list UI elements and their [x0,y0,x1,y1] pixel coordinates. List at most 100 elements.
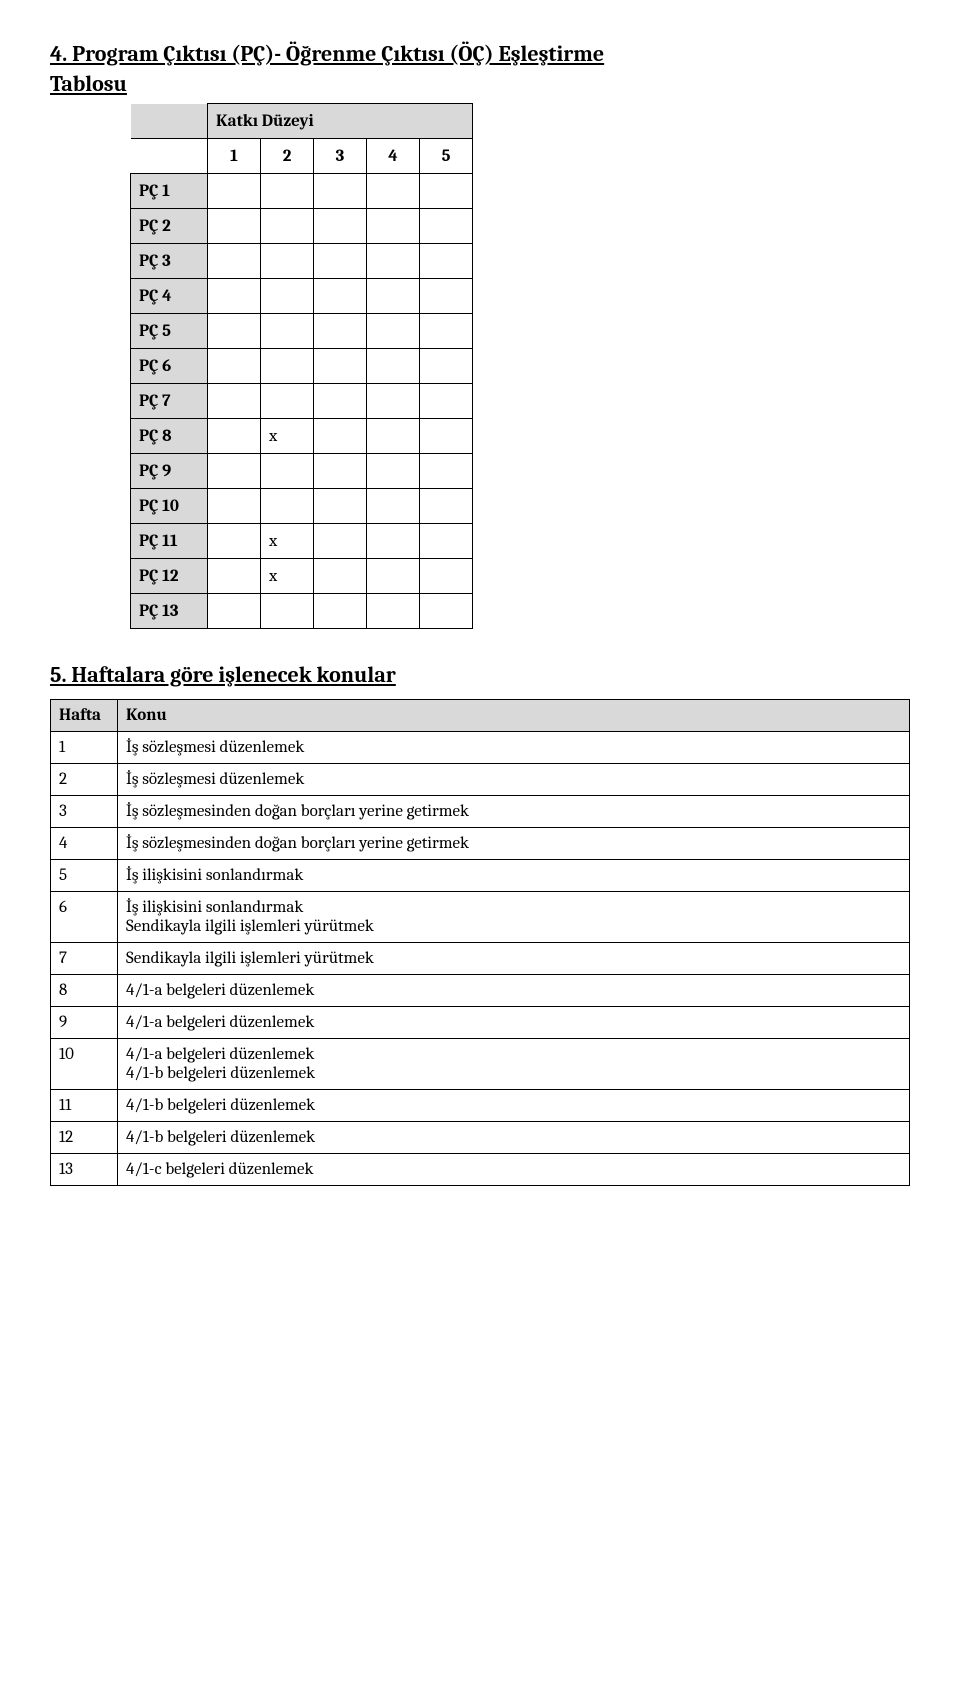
pc-cell [367,524,420,559]
topic-cell: Sendikayla ilgili işlemleri yürütmek [118,943,910,975]
pc-cell [208,174,261,209]
pc-cell [367,489,420,524]
topic-text: 4/1-b belgeleri düzenlemek [126,1096,901,1115]
section4-heading-line2: Tablosu [50,71,127,97]
table-row: 6İş ilişkisini sonlandırmakSendikayla il… [51,892,910,943]
topic-cell: 4/1-b belgeleri düzenlemek [118,1122,910,1154]
topic-cell: 4/1-a belgeleri düzenlemek [118,975,910,1007]
pc-cell: x [261,559,314,594]
table-row: 11 4/1-b belgeleri düzenlemek [51,1090,910,1122]
col-num-2: 2 [261,139,314,174]
topic-text: İş sözleşmesinden doğan borçları yerine … [126,802,901,821]
pc-cell [314,559,367,594]
topic-text: İş sözleşmesinden doğan borçları yerine … [126,834,901,853]
table-row: 12 4/1-b belgeleri düzenlemek [51,1122,910,1154]
topic-cell: İş sözleşmesi düzenlemek [118,764,910,796]
col-num-3: 3 [314,139,367,174]
pc-cell [367,349,420,384]
topic-cell: 4/1-c belgeleri düzenlemek [118,1154,910,1186]
pc-row-label: PÇ 10 [131,489,208,524]
pc-cell [420,279,473,314]
pc-cell [261,174,314,209]
pc-row-label: PÇ 13 [131,594,208,629]
pc-cell [367,454,420,489]
week-cell: 11 [51,1090,118,1122]
pc-cell [314,384,367,419]
topic-cell: İş sözleşmesinden doğan borçları yerine … [118,796,910,828]
pc-cell [367,314,420,349]
pc-cell [208,279,261,314]
pc-cell [367,174,420,209]
topic-text: İş ilişkisini sonlandırmak [126,898,901,917]
pc-cell [420,349,473,384]
pc-cell: x [261,524,314,559]
week-cell: 6 [51,892,118,943]
pc-cell [261,384,314,419]
pc-row-label: PÇ 4 [131,279,208,314]
section4-heading: 4. Program Çıktısı (PÇ)- Öğrenme Çıktısı… [50,40,910,99]
topic-text: 4/1-a belgeleri düzenlemek [126,1045,901,1064]
pc-row-label: PÇ 5 [131,314,208,349]
pc-cell [367,279,420,314]
col-num-4: 4 [367,139,420,174]
table-row: 104/1-a belgeleri düzenlemek4/1-b belgel… [51,1039,910,1090]
topic-cell: İş sözleşmesi düzenlemek [118,732,910,764]
table-row: 7Sendikayla ilgili işlemleri yürütmek [51,943,910,975]
pc-cell [420,209,473,244]
pc-cell [261,594,314,629]
pc-row-label: PÇ 1 [131,174,208,209]
topic-cell: 4/1-b belgeleri düzenlemek [118,1090,910,1122]
pc-cell [261,314,314,349]
pc-cell [367,559,420,594]
t4-corner-top [131,104,208,139]
pc-cell [314,594,367,629]
pc-cell [420,244,473,279]
topic-text: İş sözleşmesi düzenlemek [126,770,901,789]
pc-cell [261,279,314,314]
topic-text: 4/1-b belgeleri düzenlemek [126,1128,901,1147]
pc-cell [314,174,367,209]
weekly-topics-table: Hafta Konu 1İş sözleşmesi düzenlemek2İş … [50,699,910,1186]
topic-text: 4/1-a belgeleri düzenlemek [126,981,901,1000]
table-row: 134/1-c belgeleri düzenlemek [51,1154,910,1186]
topic-text: 4/1-c belgeleri düzenlemek [126,1160,901,1179]
table-row: 1İş sözleşmesi düzenlemek [51,732,910,764]
pc-cell [420,384,473,419]
week-cell: 3 [51,796,118,828]
topic-text: Sendikayla ilgili işlemleri yürütmek [126,917,901,936]
week-cell: 4 [51,828,118,860]
pc-cell [314,349,367,384]
pc-cell [208,594,261,629]
pc-row-label: PÇ 11 [131,524,208,559]
pc-cell [208,209,261,244]
pc-cell [314,279,367,314]
pc-row-label: PÇ 9 [131,454,208,489]
topic-text: 4/1-a belgeleri düzenlemek [126,1013,901,1032]
pc-cell [314,489,367,524]
pc-row-label: PÇ 12 [131,559,208,594]
table-row: 8 4/1-a belgeleri düzenlemek [51,975,910,1007]
topic-text: İş ilişkisini sonlandırmak [126,866,901,885]
week-cell: 8 [51,975,118,1007]
week-cell: 5 [51,860,118,892]
pc-cell [314,524,367,559]
pc-cell [420,454,473,489]
pc-cell [314,209,367,244]
pc-cell [367,244,420,279]
pc-cell [208,559,261,594]
topic-cell: İş ilişkisini sonlandırmakSendikayla ilg… [118,892,910,943]
pc-cell [420,489,473,524]
pc-row-label: PÇ 2 [131,209,208,244]
week-cell: 10 [51,1039,118,1090]
table-row: 2 İş sözleşmesi düzenlemek [51,764,910,796]
week-cell: 12 [51,1122,118,1154]
pc-row-label: PÇ 6 [131,349,208,384]
pc-cell [367,384,420,419]
week-cell: 2 [51,764,118,796]
topic-text: İş sözleşmesi düzenlemek [126,738,901,757]
week-cell: 9 [51,1007,118,1039]
topic-text: Sendikayla ilgili işlemleri yürütmek [126,949,901,968]
section4-heading-line1: 4. Program Çıktısı (PÇ)- Öğrenme Çıktısı… [50,41,604,67]
pc-cell [314,314,367,349]
section5-heading: 5. Haftalara göre işlenecek konular [50,661,910,691]
